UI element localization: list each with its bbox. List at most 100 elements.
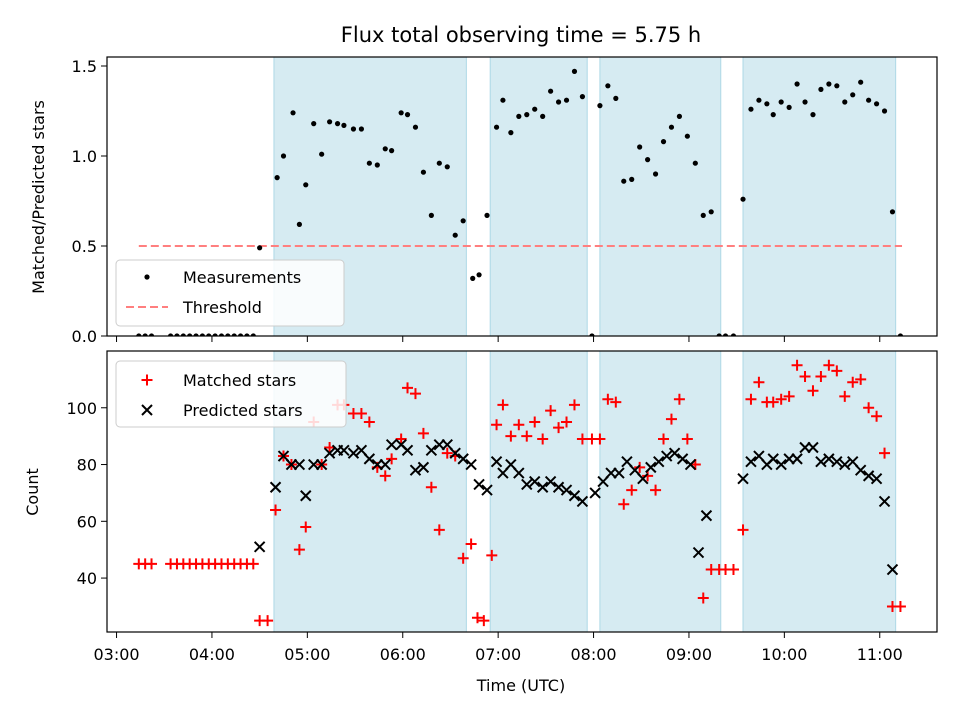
matched-star-point bbox=[505, 430, 517, 442]
predicted-star-point bbox=[300, 490, 312, 502]
matched-star-point bbox=[553, 422, 565, 434]
predicted-star-point bbox=[465, 458, 477, 471]
bottom-x-tick-label: 06:00 bbox=[380, 645, 426, 664]
measurement-point bbox=[374, 162, 380, 168]
predicted-star-point bbox=[839, 458, 851, 471]
measurement-point bbox=[516, 113, 522, 119]
matched-star-point bbox=[402, 382, 414, 394]
measurement-point bbox=[722, 333, 729, 336]
matched-star-point bbox=[745, 393, 757, 405]
matched-star-point bbox=[847, 376, 859, 388]
count-panel: 40 60 80 100 03:00 04:00 05:00 06:00 07:00 08:00 0… bbox=[66, 350, 938, 664]
measurement-point bbox=[350, 126, 357, 132]
measurement-point bbox=[225, 333, 231, 336]
measurement-point bbox=[676, 113, 683, 119]
predicted-star-point bbox=[862, 470, 875, 482]
top-y-tick-label: 1.5 bbox=[72, 57, 97, 76]
matched-star-point bbox=[478, 615, 490, 627]
measurement-point bbox=[193, 333, 199, 336]
measurement-point bbox=[484, 212, 490, 218]
measurement-point bbox=[873, 101, 880, 107]
matched-star-point bbox=[395, 433, 407, 445]
matched-star-point bbox=[727, 564, 739, 576]
ratio-panel: 0.0 0.5 1.0 1.5 Measurements Threshold bbox=[72, 56, 938, 346]
predicted-star-point bbox=[385, 438, 398, 451]
predicted-star-point bbox=[684, 458, 697, 471]
matched-star-point bbox=[545, 405, 557, 417]
legend-predicted-label: Predicted stars bbox=[183, 401, 303, 420]
predicted-star-point bbox=[613, 467, 625, 479]
matched-star-point bbox=[486, 549, 498, 561]
matched-star-point bbox=[491, 419, 503, 431]
measurement-point bbox=[280, 153, 287, 159]
matched-star-point bbox=[626, 484, 638, 496]
measurement-point bbox=[148, 333, 155, 336]
matched-star-point bbox=[409, 388, 421, 400]
bottom-y-axis-label: Count bbox=[23, 468, 42, 516]
matched-star-point bbox=[146, 558, 158, 570]
predicted-star-point bbox=[457, 453, 469, 465]
predicted-star-point bbox=[449, 447, 461, 459]
matched-star-point bbox=[497, 399, 509, 411]
measurement-point bbox=[645, 157, 651, 163]
matched-star-point bbox=[665, 413, 677, 425]
measurement-point bbox=[692, 160, 698, 166]
bottom-y-tick-label: 40 bbox=[77, 569, 97, 588]
measurement-point bbox=[470, 275, 476, 281]
legend-measurements-marker bbox=[144, 274, 150, 280]
measurement-point bbox=[199, 333, 206, 336]
measurement-point bbox=[319, 151, 325, 157]
bottom-x-tick-label: 05:00 bbox=[284, 645, 330, 664]
measurement-point bbox=[858, 79, 864, 85]
matched-star-point bbox=[417, 427, 429, 439]
top-y-tick-label: 0.5 bbox=[72, 237, 97, 256]
matched-star-point bbox=[673, 393, 685, 405]
top-observing-window-3 bbox=[599, 57, 722, 336]
measurement-point bbox=[740, 196, 746, 202]
measurement-point bbox=[436, 160, 442, 166]
legend-predicted-marker bbox=[141, 404, 153, 416]
matched-star-point bbox=[262, 615, 274, 627]
bottom-x-tick-label: 10:00 bbox=[761, 645, 807, 664]
measurement-point bbox=[708, 209, 714, 215]
measurement-point bbox=[327, 119, 333, 125]
x-axis-label: Time (UTC) bbox=[476, 676, 565, 695]
matched-star-point bbox=[650, 484, 662, 496]
predicted-star-point bbox=[637, 473, 649, 485]
measurement-point bbox=[881, 108, 888, 114]
measurement-point bbox=[334, 121, 341, 127]
measurement-point bbox=[420, 169, 427, 175]
matched-star-point bbox=[602, 393, 614, 405]
predicted-star-point bbox=[886, 563, 899, 576]
matched-star-point bbox=[433, 524, 445, 536]
measurement-point bbox=[303, 182, 309, 188]
predicted-star-point bbox=[870, 473, 883, 485]
measurement-point bbox=[508, 130, 514, 136]
measurement-point bbox=[218, 333, 225, 336]
matched-star-point bbox=[324, 442, 336, 454]
measurement-point bbox=[341, 122, 347, 128]
predicted-star-point bbox=[323, 447, 336, 459]
matched-star-point bbox=[681, 433, 693, 445]
predicted-star-point bbox=[409, 464, 422, 476]
predicted-star-point bbox=[653, 455, 665, 468]
measurement-point bbox=[748, 106, 754, 112]
measurement-point bbox=[629, 176, 635, 182]
measurement-point bbox=[810, 112, 816, 118]
measurement-point bbox=[668, 124, 675, 130]
measurement-point bbox=[605, 83, 611, 89]
predicted-star-point bbox=[425, 444, 438, 457]
predicted-star-point bbox=[791, 453, 803, 465]
predicted-star-point bbox=[568, 490, 581, 502]
matched-star-point bbox=[783, 390, 795, 402]
top-observing-window-2 bbox=[489, 57, 588, 336]
measurement-point bbox=[187, 333, 193, 336]
matched-star-point bbox=[457, 552, 469, 564]
top-observing-window-4 bbox=[742, 57, 897, 336]
predicted-star-point bbox=[417, 461, 430, 474]
legend-matched-label: Matched stars bbox=[183, 371, 296, 390]
legend-matched-marker bbox=[141, 374, 153, 386]
predicted-star-point bbox=[521, 478, 533, 491]
measurement-point bbox=[311, 121, 317, 127]
